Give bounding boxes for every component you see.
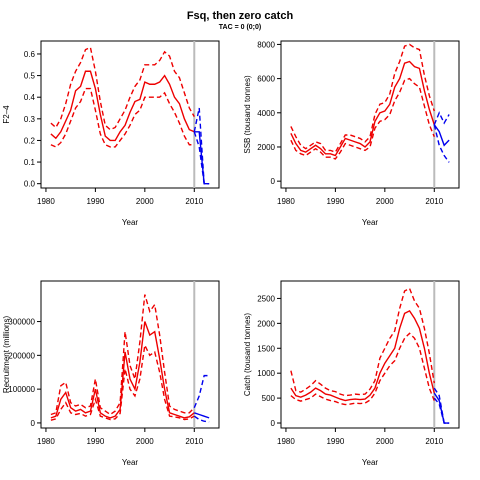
projection-line-lower — [433, 124, 450, 163]
x-tick-label: 1990 — [86, 197, 104, 206]
series-line-estimate — [290, 60, 435, 157]
y-tick-label: 500 — [262, 394, 276, 403]
x-tick-label: 1990 — [326, 197, 344, 206]
series-line-estimate — [290, 309, 435, 402]
series-line-upper — [50, 46, 195, 131]
x-axis-label: Year — [122, 218, 139, 227]
y-axis-label: SSB (tousand tonnes) — [243, 75, 252, 154]
series-line-lower — [50, 87, 195, 148]
projection-line-lower — [193, 415, 210, 423]
y-tick-label: 4000 — [257, 109, 275, 118]
x-tick-label: 1980 — [37, 197, 55, 206]
plot-frame — [280, 40, 460, 189]
y-tick-label: 1500 — [257, 344, 275, 353]
x-tick-label: 2000 — [136, 437, 154, 446]
plot-frame — [280, 280, 460, 429]
projection-line-lower — [433, 397, 450, 424]
x-tick-label: 1980 — [37, 437, 55, 446]
y-tick-label: 0.1 — [24, 158, 36, 167]
y-tick-label: 0 — [271, 177, 276, 186]
x-tick-label: 2000 — [136, 197, 154, 206]
y-tick-label: 1000 — [257, 369, 275, 378]
series-line-upper — [290, 43, 435, 153]
page-subtitle: TAC = 0 (0;0) — [218, 24, 262, 31]
y-tick-label: 200000 — [8, 351, 35, 360]
chart-catch: 1980 1990 2000 2010 0 500 1000 1500 2000 2500 Year… — [243, 280, 460, 467]
x-tick-label: 1980 — [277, 197, 295, 206]
y-tick-label: 100000 — [8, 385, 35, 394]
chart-f: 1980 1990 2000 2010 0.0 0.1 0.2 0.3 0.4 0.5 0.6 Yea… — [2, 40, 220, 227]
chart-recruitment: 1980 1990 2000 2010 0 100000 200000 300000 Year R… — [2, 280, 220, 467]
y-tick-label: 0.5 — [24, 72, 36, 81]
y-tick-label: 2500 — [257, 294, 275, 303]
y-tick-label: 8000 — [257, 40, 275, 49]
x-tick-label: 1990 — [326, 437, 344, 446]
projection-line-upper — [193, 107, 210, 185]
series-line-estimate — [50, 321, 195, 419]
y-tick-label: 6000 — [257, 75, 275, 84]
x-tick-label: 2010 — [425, 197, 443, 206]
x-axis-label: Year — [362, 458, 379, 467]
series-line-estimate — [50, 70, 195, 142]
series-line-lower — [290, 332, 435, 406]
series-line-lower — [50, 342, 195, 421]
x-tick-label: 2010 — [425, 437, 443, 446]
plot-frame — [40, 40, 220, 189]
projection-line-estimate — [194, 412, 210, 419]
y-axis-label: Catch (tousand tonnes) — [243, 313, 252, 396]
page-title: Fsq, then zero catch — [186, 10, 294, 22]
y-tick-label: 0.4 — [24, 93, 36, 102]
x-tick-label: 2010 — [185, 197, 203, 206]
y-tick-label: 0.0 — [24, 180, 36, 189]
projection-line-estimate — [433, 124, 450, 147]
y-tick-label: 0 — [271, 419, 276, 428]
plot-frame — [40, 280, 220, 429]
x-axis-label: Year — [122, 458, 139, 467]
y-tick-label: 0.6 — [24, 50, 36, 59]
y-axis-label: F2–4 — [2, 105, 11, 124]
projection-line-estimate — [433, 392, 450, 424]
projection-line-upper — [433, 111, 450, 126]
x-tick-label: 1990 — [86, 437, 104, 446]
projection-line-lower — [193, 131, 210, 185]
series-line-upper — [290, 287, 435, 397]
x-tick-label: 2010 — [185, 437, 203, 446]
y-tick-label: 0 — [31, 419, 36, 428]
y-tick-label: 0.2 — [24, 136, 36, 145]
projection-line-estimate — [194, 131, 210, 185]
y-tick-label: 300000 — [8, 318, 35, 327]
x-tick-label: 2000 — [376, 197, 394, 206]
series-line-lower — [290, 77, 435, 160]
x-tick-label: 1980 — [277, 437, 295, 446]
y-tick-label: 2000 — [257, 143, 275, 152]
series-line-upper — [50, 294, 195, 416]
x-axis-label: Year — [362, 218, 379, 227]
projection-line-upper — [433, 387, 450, 424]
projection-line-upper — [193, 374, 210, 408]
y-tick-label: 0.3 — [24, 115, 36, 124]
y-axis-label: Recruitment (millions) — [2, 315, 11, 393]
y-tick-label: 2000 — [257, 319, 275, 328]
x-tick-label: 2000 — [376, 437, 394, 446]
chart-ssb: 1980 1990 2000 2010 0 2000 4000 6000 8000 Year SSB… — [243, 40, 460, 227]
